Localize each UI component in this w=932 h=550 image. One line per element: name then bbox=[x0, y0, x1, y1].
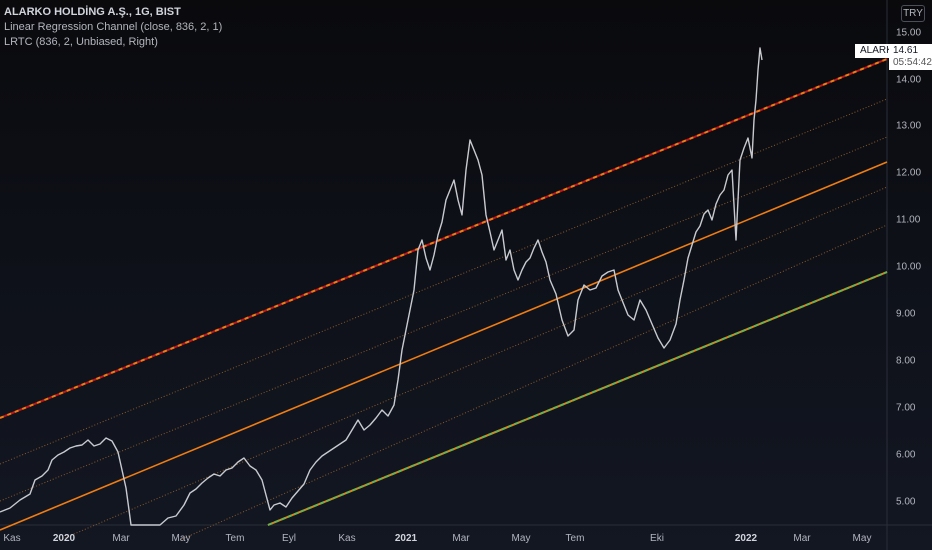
regression-channel bbox=[0, 58, 888, 541]
price-tick: 5.00 bbox=[896, 496, 916, 508]
indicator-lrc-label[interactable]: Linear Regression Channel (close, 836, 2… bbox=[4, 21, 223, 33]
time-tick: Eki bbox=[650, 533, 664, 544]
upper-inner-line-2 bbox=[0, 136, 888, 502]
time-tick: Mar bbox=[452, 533, 470, 544]
time-tick-year: 2020 bbox=[52, 533, 76, 544]
time-tick: Kas bbox=[3, 533, 21, 544]
time-tick: Eyl bbox=[282, 533, 296, 544]
time-tick: Kas bbox=[338, 533, 356, 544]
indicator-lrtc-label[interactable]: LRTC (836, 2, Unbiased, Right) bbox=[4, 36, 158, 48]
lower-channel-dash bbox=[267, 271, 888, 526]
time-tick: Tem bbox=[565, 533, 585, 544]
upper-inner-line-1 bbox=[0, 98, 888, 465]
price-tick: 8.00 bbox=[896, 355, 916, 367]
price-tick: 10.00 bbox=[896, 261, 922, 273]
lower-inner-line-2 bbox=[179, 224, 888, 541]
time-tick: May bbox=[852, 533, 872, 544]
upper-channel-line bbox=[0, 58, 888, 419]
time-tick: May bbox=[511, 533, 531, 544]
bar-countdown: 05:54:42 bbox=[893, 57, 932, 68]
currency-button[interactable]: TRY bbox=[901, 5, 925, 22]
price-tick: 13.00 bbox=[896, 120, 922, 132]
price-tick: 6.00 bbox=[896, 449, 916, 461]
price-tick: 7.00 bbox=[896, 402, 916, 414]
lower-inner-line-1 bbox=[59, 186, 888, 541]
last-price-value: 14.61 bbox=[893, 45, 919, 56]
time-tick: Mar bbox=[112, 533, 130, 544]
price-tick: 14.00 bbox=[896, 74, 922, 86]
time-tick: Mar bbox=[793, 533, 811, 544]
price-tick: 11.00 bbox=[896, 214, 921, 226]
price-tick: 15.00 bbox=[896, 27, 922, 39]
price-tick: 12.00 bbox=[896, 167, 922, 179]
chart-legend: ALARKO HOLDİNG A.Ş., 1G, BIST Linear Reg… bbox=[4, 5, 222, 50]
mid-channel-line bbox=[0, 161, 888, 531]
time-tick: Tem bbox=[225, 533, 245, 544]
time-tick: May bbox=[171, 533, 191, 544]
symbol-title[interactable]: ALARKO HOLDİNG A.Ş., 1G, BIST bbox=[4, 6, 181, 18]
symbol-price-tag: ALARK bbox=[855, 44, 898, 58]
last-price-tag: 14.61 05:54:42 bbox=[889, 44, 932, 70]
price-tick: 9.00 bbox=[896, 308, 916, 320]
time-tick-year: 2022 bbox=[734, 533, 758, 544]
price-line bbox=[0, 47, 763, 526]
time-tick-year: 2021 bbox=[394, 533, 418, 544]
